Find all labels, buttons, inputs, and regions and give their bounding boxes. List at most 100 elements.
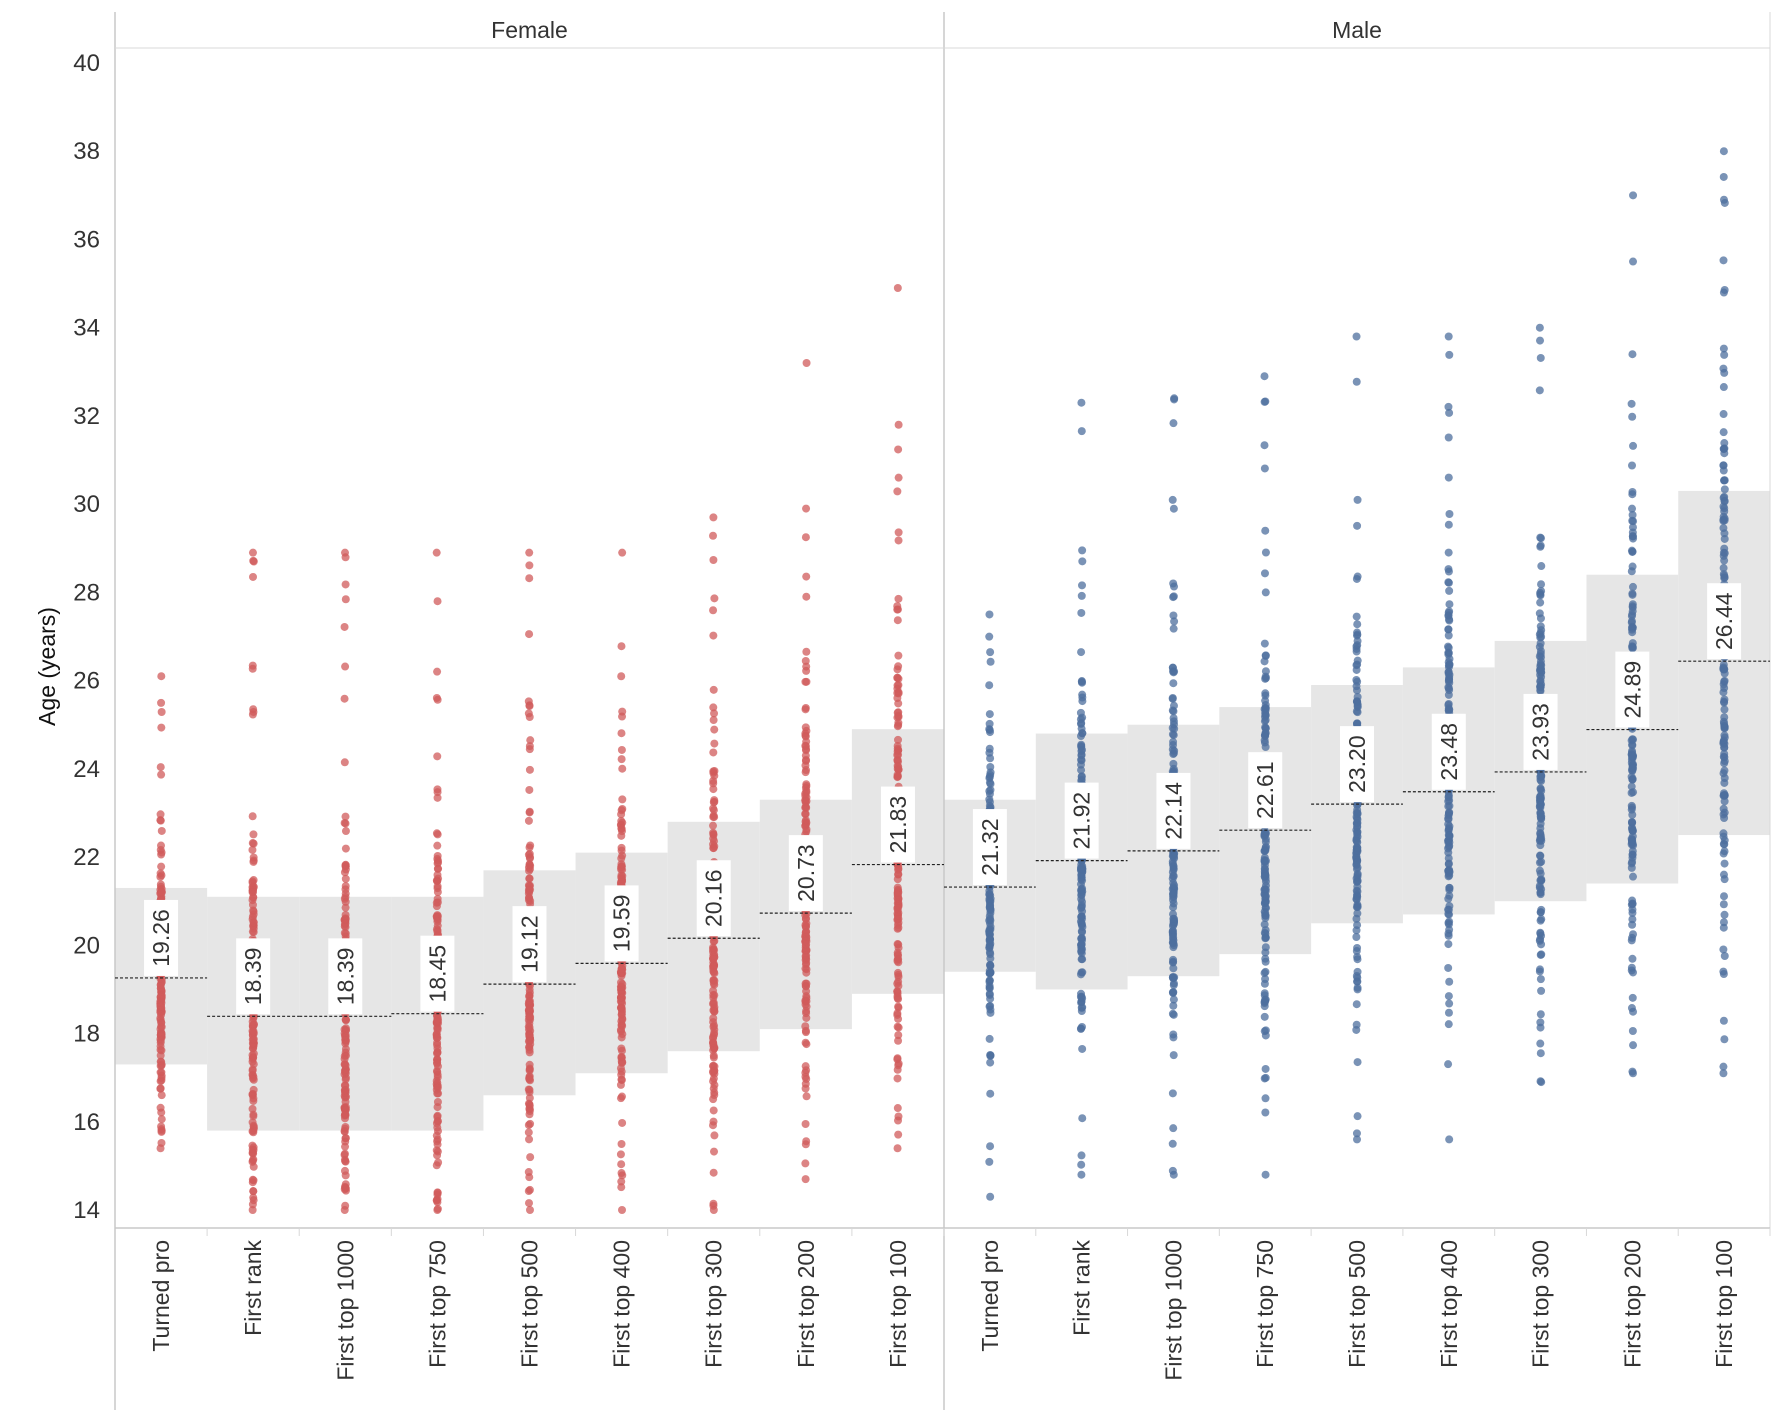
data-point: [525, 808, 534, 817]
data-point: [986, 785, 995, 794]
data-point: [432, 1146, 441, 1155]
data-point: [1720, 476, 1729, 485]
data-point: [1537, 857, 1546, 866]
median-label-box: [1431, 713, 1466, 790]
data-point: [1628, 993, 1637, 1002]
data-point: [1352, 1000, 1361, 1009]
data-point: [157, 1108, 166, 1117]
data-point: [1628, 625, 1637, 634]
data-point: [1535, 936, 1544, 945]
median-label: 21.83: [885, 796, 911, 854]
data-point: [1628, 1026, 1637, 1035]
data-point: [709, 531, 718, 540]
data-point: [1352, 858, 1361, 867]
data-point: [1169, 910, 1178, 919]
data-point: [1536, 1023, 1545, 1032]
data-point: [1628, 1067, 1637, 1076]
data-point: [709, 1095, 718, 1104]
data-point: [433, 870, 442, 879]
data-point: [157, 1122, 166, 1131]
data-point: [1353, 955, 1362, 964]
data-point: [1719, 564, 1728, 573]
data-point: [802, 940, 811, 949]
data-point: [617, 1177, 626, 1186]
data-point: [617, 1169, 626, 1178]
data-point: [1629, 872, 1638, 881]
data-point: [434, 1158, 443, 1167]
data-point: [525, 997, 534, 1006]
data-point: [894, 914, 903, 923]
data-point: [1536, 916, 1545, 925]
data-point: [985, 990, 994, 999]
data-point: [1445, 867, 1454, 876]
data-point: [893, 487, 902, 496]
data-point: [157, 770, 166, 779]
data-point: [801, 1159, 810, 1168]
data-point: [1444, 1020, 1453, 1029]
data-point: [156, 1002, 165, 1011]
panel-frame: [114, 12, 1771, 1410]
data-point: [1719, 551, 1728, 560]
data-point: [1445, 1135, 1454, 1144]
data-point: [1260, 705, 1269, 714]
data-point: [1077, 901, 1086, 910]
median-label-box: [512, 906, 547, 983]
data-point: [1261, 1170, 1270, 1179]
data-point: [1445, 838, 1454, 847]
y-tick-label: 18: [73, 1021, 100, 1048]
data-point: [618, 548, 627, 557]
data-point: [525, 1005, 534, 1014]
data-point: [709, 844, 718, 853]
data-point: [525, 630, 534, 639]
data-point: [1536, 541, 1545, 550]
data-point: [1169, 611, 1178, 620]
data-point: [1168, 1166, 1177, 1175]
data-point: [525, 1075, 534, 1084]
data-point: [1077, 885, 1086, 894]
data-point: [1352, 914, 1361, 923]
data-point: [617, 672, 626, 681]
data-point: [525, 765, 534, 774]
data-point: [525, 1045, 534, 1054]
data-point: [1077, 1024, 1086, 1033]
data-point: [1261, 948, 1270, 957]
y-axis-label: Age (years): [34, 607, 60, 726]
data-point: [1444, 1060, 1453, 1069]
data-point: [617, 745, 626, 754]
data-point: [1168, 973, 1177, 982]
data-point: [1536, 353, 1545, 362]
median-label-box: [236, 938, 271, 1015]
data-point: [1719, 680, 1728, 689]
data-point: [248, 1156, 257, 1165]
data-point: [157, 888, 166, 897]
data-point: [341, 844, 350, 853]
data-point: [1260, 639, 1269, 648]
data-point: [433, 1204, 442, 1213]
data-point: [710, 976, 719, 985]
data-point: [1261, 724, 1270, 733]
data-point: [616, 1150, 625, 1159]
data-point: [524, 1199, 533, 1208]
data-point: [986, 914, 995, 923]
data-point: [433, 830, 442, 839]
data-point: [1169, 504, 1178, 513]
data-point: [1444, 905, 1453, 914]
data-point: [1719, 428, 1728, 437]
median-label: 18.45: [424, 945, 450, 1003]
data-point: [524, 1128, 533, 1137]
data-point: [986, 961, 995, 970]
data-point: [1077, 934, 1086, 943]
median-label-group: 24.89: [1615, 651, 1650, 728]
data-point: [1719, 256, 1728, 265]
data-point: [433, 1041, 442, 1050]
data-point: [1719, 172, 1728, 181]
data-point: [801, 1175, 810, 1184]
median-label-group: 19.26: [144, 899, 179, 976]
y-tick-label: 14: [73, 1197, 100, 1224]
data-point: [1445, 600, 1454, 609]
data-point: [709, 1121, 718, 1130]
data-point: [1444, 473, 1453, 482]
data-point: [710, 739, 719, 748]
data-point: [1720, 713, 1729, 722]
